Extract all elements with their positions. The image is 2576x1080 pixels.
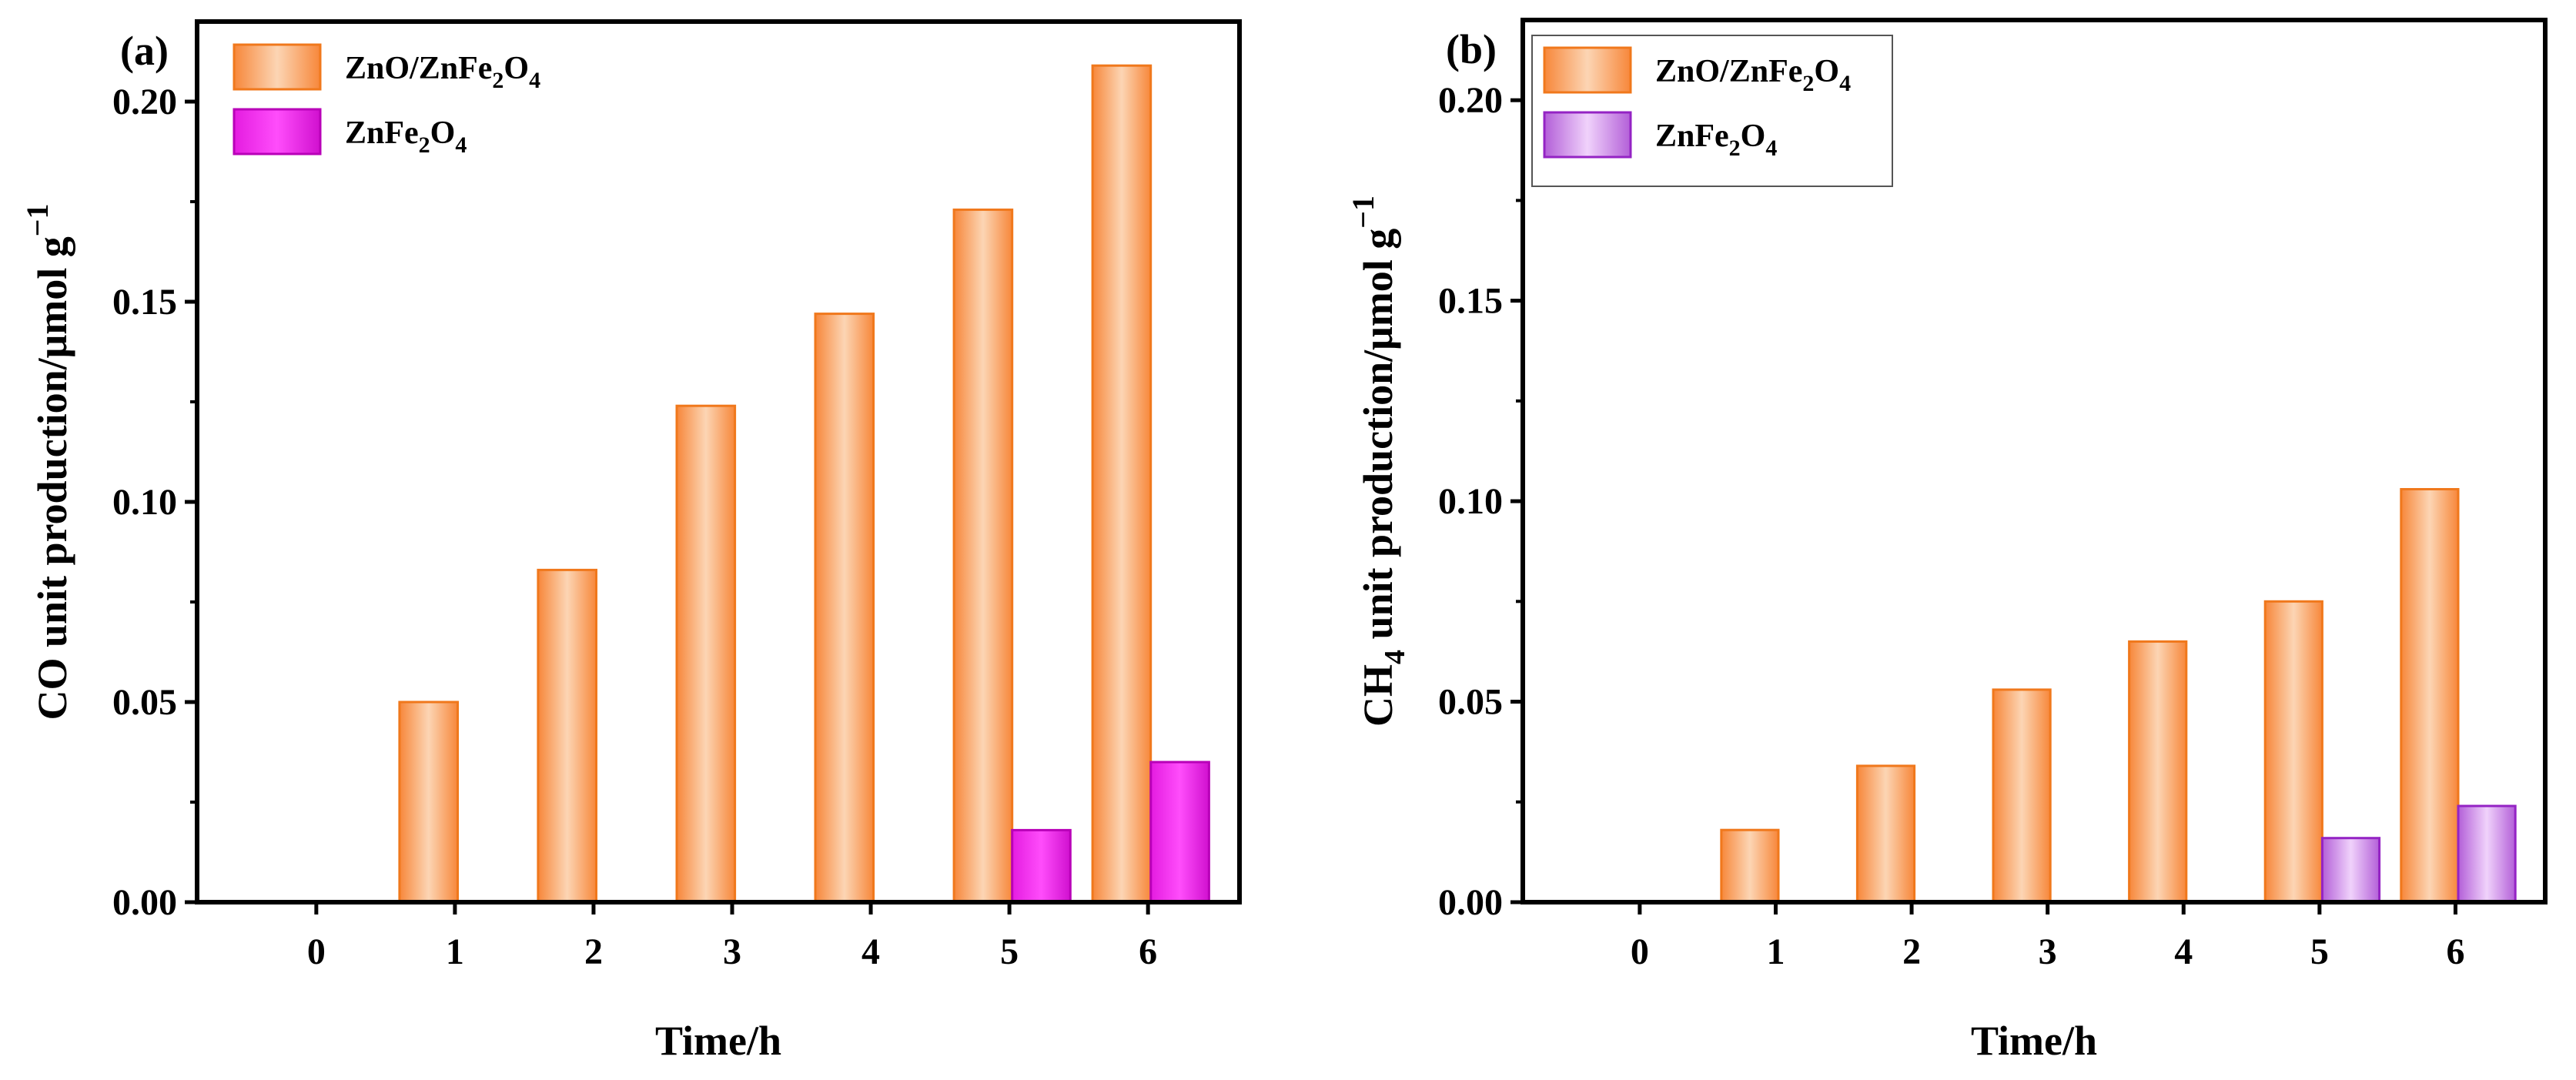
bar-zno-znfe2o4-t1 — [398, 700, 460, 904]
bar-znfe2o4-t6 — [2457, 804, 2517, 904]
x-tick-label: 1 — [446, 931, 464, 972]
bar-zno-znfe2o4-t3 — [675, 404, 737, 904]
x-tick-label: 6 — [2446, 931, 2464, 972]
y-axis-title: CO unit production/μmol g−1 — [20, 203, 75, 720]
legend-swatch-znfe2o4 — [233, 108, 322, 155]
x-axis-title: Time/h — [1971, 1018, 2097, 1064]
y-tick-label: 0.20 — [1438, 80, 1503, 121]
x-tick-label: 4 — [2174, 931, 2193, 972]
bar-zno-znfe2o4-t1 — [1720, 828, 1780, 904]
legend-label-znfe2o4: ZnFe2O4 — [1655, 119, 1777, 161]
bar-znfe2o4-t5 — [1011, 828, 1072, 904]
legend-swatch-znfe2o4 — [1543, 111, 1632, 159]
y-tick-label: 0.05 — [1438, 682, 1503, 723]
y-tick-label: 0.15 — [112, 282, 177, 323]
y-tick-label: 0.20 — [112, 82, 177, 122]
bar-zno-znfe2o4-t4 — [814, 313, 875, 904]
legend-label-znfe2o4: ZnFe2O4 — [345, 115, 467, 158]
x-tick-label: 4 — [861, 931, 880, 972]
panel-b: 0.00 0.05 0.10 0.15 0.20 0 1 2 3 4 5 6 Time/h CH4 uni… — [1346, 18, 2548, 1064]
legend-label-zno-znfe2o4: ZnO/ZnFe2O4 — [1655, 54, 1851, 96]
y-tick-label: 0.00 — [1438, 882, 1503, 923]
panel-a: 0.00 0.05 0.10 0.15 0.20 0 1 2 3 4 5 6 Time/h CO unit… — [20, 19, 1242, 1064]
x-tick-label: 3 — [723, 931, 741, 972]
x-tick-label: 2 — [584, 931, 603, 972]
bar-zno-znfe2o4-t5 — [2263, 600, 2323, 904]
y-tick-label: 0.15 — [1438, 281, 1503, 322]
x-tick-label: 5 — [1000, 931, 1019, 972]
plot-frame — [1521, 18, 2548, 904]
legend-label-zno-znfe2o4: ZnO/ZnFe2O4 — [345, 51, 540, 93]
bar-zno-znfe2o4-t2 — [537, 568, 598, 904]
bar-zno-znfe2o4-t3 — [1992, 688, 2052, 904]
legend-swatch-zno-znfe2o4 — [1543, 46, 1632, 94]
x-axis-title: Time/h — [655, 1018, 781, 1064]
x-tick-label: 0 — [1631, 931, 1649, 972]
x-tick-label: 6 — [1139, 931, 1157, 972]
bar-zno-znfe2o4-t6 — [1091, 64, 1153, 904]
bar-zno-znfe2o4-t4 — [2128, 640, 2188, 904]
bar-znfe2o4-t6 — [1149, 761, 1210, 904]
bar-zno-znfe2o4-t5 — [952, 208, 1014, 904]
bar-znfe2o4-t5 — [2320, 837, 2381, 904]
x-tick-label: 2 — [1902, 931, 1921, 972]
x-tick-label: 5 — [2310, 931, 2329, 972]
y-tick-label: 0.10 — [112, 482, 177, 523]
x-tick-label: 0 — [307, 931, 326, 972]
y-axis-title: CH4 unit production/μmol g−1 — [1346, 196, 1411, 727]
x-tick-label: 3 — [2039, 931, 2057, 972]
panel-label: (a) — [120, 28, 169, 74]
plot-frame — [195, 19, 1242, 904]
y-tick-label: 0.05 — [112, 682, 177, 723]
x-tick-label: 1 — [1766, 931, 1785, 972]
y-tick-label: 0.00 — [112, 882, 177, 923]
bar-zno-znfe2o4-t2 — [1855, 764, 1916, 904]
y-tick-label: 0.10 — [1438, 481, 1503, 522]
bar-zno-znfe2o4-t6 — [2400, 488, 2460, 904]
legend-swatch-zno-znfe2o4 — [233, 43, 322, 91]
panel-label: (b) — [1446, 26, 1497, 72]
